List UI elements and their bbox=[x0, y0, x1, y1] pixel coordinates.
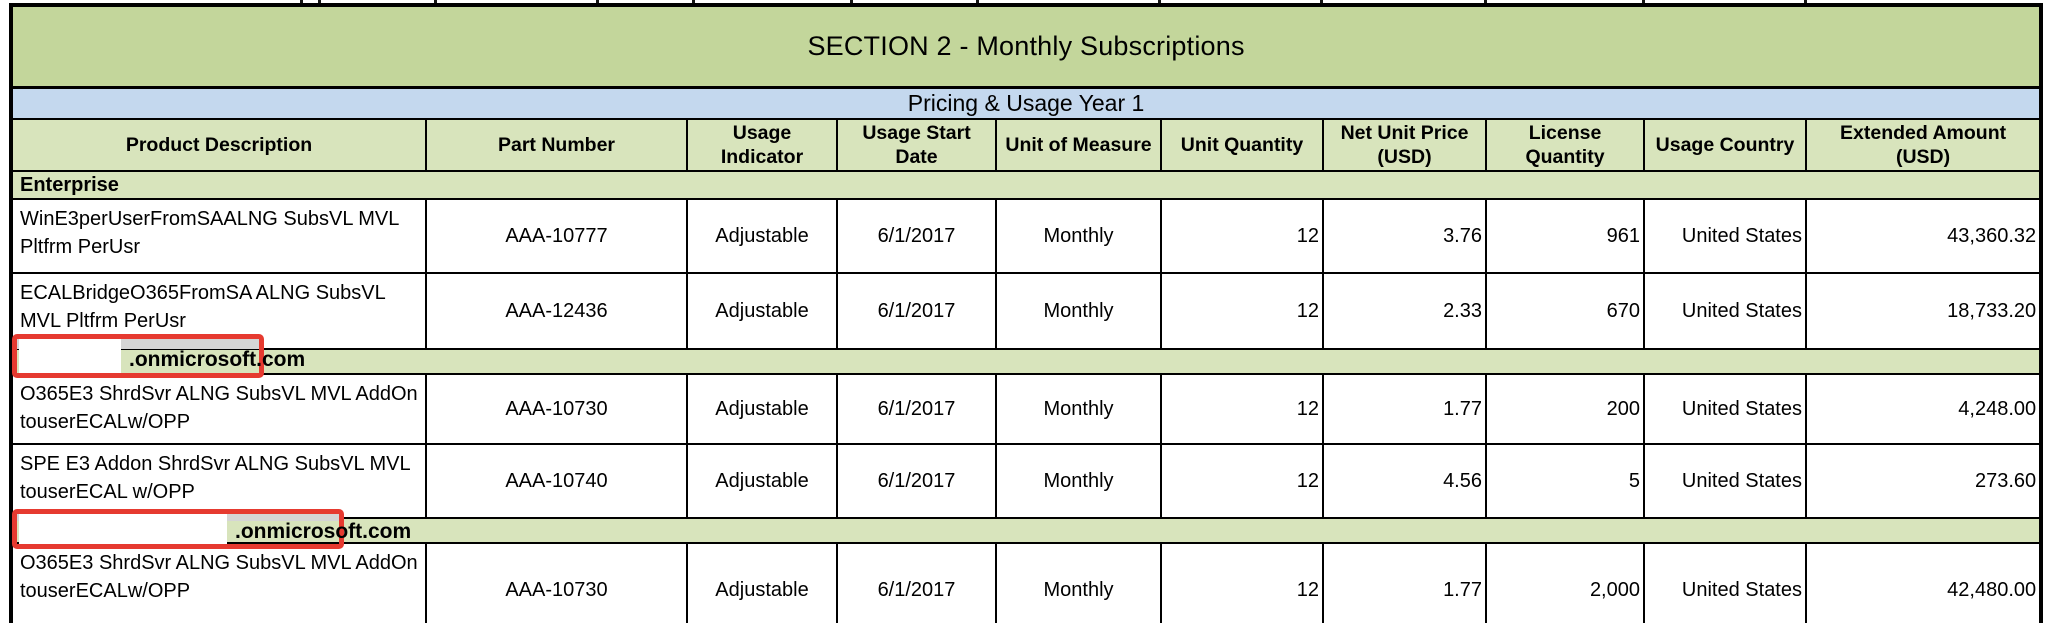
redacted-tenant-name bbox=[19, 514, 227, 544]
column-header-unit-quantity: Unit Quantity bbox=[1160, 118, 1324, 172]
cell-net-unit-price: 3.76 bbox=[1322, 198, 1487, 274]
cell-unit-quantity: 12 bbox=[1160, 542, 1324, 623]
cell-unit-quantity: 12 bbox=[1160, 373, 1324, 445]
cell-usage-indicator: Adjustable bbox=[686, 198, 838, 274]
cell-unit-quantity: 12 bbox=[1160, 272, 1324, 350]
column-header-license-quantity: License Quantity bbox=[1485, 118, 1645, 172]
column-header-row: Product Description Part Number Usage In… bbox=[10, 118, 2043, 172]
redaction-box: .onmicrosoft.com bbox=[12, 334, 305, 378]
pricing-usage-banner: Pricing & Usage Year 1 bbox=[9, 86, 2043, 120]
cell-usage-start-date: 6/1/2017 bbox=[836, 542, 997, 623]
cell-license-quantity: 961 bbox=[1485, 198, 1645, 274]
table-row: WinE3perUserFromSAALNG SubsVL MVL Pltfrm… bbox=[10, 198, 2043, 274]
group-header-enterprise: Enterprise bbox=[9, 170, 2043, 200]
cell-unit-quantity: 12 bbox=[1160, 443, 1324, 519]
tenant-domain-cell bbox=[9, 517, 2043, 544]
cell-license-quantity: 670 bbox=[1485, 272, 1645, 350]
cell-part-number: AAA-10730 bbox=[425, 373, 688, 445]
cell-usage-country: United States bbox=[1643, 373, 1807, 445]
tenant-domain-label: .onmicrosoft.com bbox=[235, 519, 412, 543]
cell-usage-country: United States bbox=[1643, 443, 1807, 519]
cell-extended-amount: 42,480.00 bbox=[1804, 542, 2043, 623]
cell-usage-start-date: 6/1/2017 bbox=[836, 272, 997, 350]
cell-extended-amount: 273.60 bbox=[1804, 443, 2043, 519]
column-header-part-number: Part Number bbox=[425, 118, 688, 172]
cell-part-number: AAA-12436 bbox=[425, 272, 688, 350]
cell-product-description: WinE3perUserFromSAALNG SubsVL MVL Pltfrm… bbox=[10, 198, 427, 274]
cell-license-quantity: 2,000 bbox=[1485, 542, 1645, 623]
cell-unit-of-measure: Monthly bbox=[995, 542, 1162, 623]
group-header-row: Enterprise bbox=[9, 170, 2043, 200]
table-row: O365E3 ShrdSvr ALNG SubsVL MVL AddOn tou… bbox=[10, 542, 2043, 623]
cell-unit-of-measure: Monthly bbox=[995, 198, 1162, 274]
tenant-domain-cell bbox=[9, 348, 2043, 375]
cell-net-unit-price: 1.77 bbox=[1322, 373, 1487, 445]
cell-usage-country: United States bbox=[1643, 272, 1807, 350]
cell-unit-of-measure: Monthly bbox=[995, 373, 1162, 445]
cell-license-quantity: 5 bbox=[1485, 443, 1645, 519]
cell-net-unit-price: 4.56 bbox=[1322, 443, 1487, 519]
cell-net-unit-price: 1.77 bbox=[1322, 542, 1487, 623]
cell-extended-amount: 4,248.00 bbox=[1804, 373, 2043, 445]
cell-unit-of-measure: Monthly bbox=[995, 443, 1162, 519]
column-header-product-description: Product Description bbox=[10, 118, 427, 172]
cell-usage-country: United States bbox=[1643, 542, 1807, 623]
cell-usage-indicator: Adjustable bbox=[686, 542, 838, 623]
table-row: O365E3 ShrdSvr ALNG SubsVL MVL AddOn tou… bbox=[10, 373, 2043, 445]
pricing-usage-banner-row: Pricing & Usage Year 1 bbox=[9, 86, 2043, 120]
cell-usage-start-date: 6/1/2017 bbox=[836, 373, 997, 445]
redacted-tenant-name bbox=[19, 339, 121, 373]
cell-license-quantity: 200 bbox=[1485, 373, 1645, 445]
redaction-box: .onmicrosoft.com bbox=[12, 509, 411, 549]
tenant-domain-row bbox=[9, 517, 2043, 544]
column-header-usage-indicator: Usage Indicator bbox=[686, 118, 838, 172]
cell-usage-country: United States bbox=[1643, 198, 1807, 274]
cell-unit-of-measure: Monthly bbox=[995, 272, 1162, 350]
cell-usage-start-date: 6/1/2017 bbox=[836, 443, 997, 519]
cell-usage-indicator: Adjustable bbox=[686, 373, 838, 445]
cell-usage-start-date: 6/1/2017 bbox=[836, 198, 997, 274]
column-header-usage-country: Usage Country bbox=[1643, 118, 1807, 172]
tenant-domain-label: .onmicrosoft.com bbox=[129, 348, 306, 371]
cell-product-description: O365E3 ShrdSvr ALNG SubsVL MVL AddOn tou… bbox=[10, 542, 427, 623]
cell-unit-quantity: 12 bbox=[1160, 198, 1324, 274]
section-title: SECTION 2 - Monthly Subscriptions bbox=[9, 4, 2043, 89]
cell-usage-indicator: Adjustable bbox=[686, 272, 838, 350]
subscriptions-table: SECTION 2 - Monthly Subscriptions Pricin… bbox=[9, 3, 2044, 623]
section-title-row: SECTION 2 - Monthly Subscriptions bbox=[9, 4, 2043, 89]
column-header-net-unit-price: Net Unit Price (USD) bbox=[1322, 118, 1487, 172]
cell-extended-amount: 43,360.32 bbox=[1804, 198, 2043, 274]
cell-usage-indicator: Adjustable bbox=[686, 443, 838, 519]
redaction-shadow bbox=[17, 339, 259, 349]
table-row: ECALBridgeO365FromSA ALNG SubsVL MVL Plt… bbox=[10, 272, 2043, 350]
column-header-usage-start-date: Usage Start Date bbox=[836, 118, 997, 172]
cell-extended-amount: 18,733.20 bbox=[1804, 272, 2043, 350]
column-header-unit-of-measure: Unit of Measure bbox=[995, 118, 1162, 172]
table-row: SPE E3 Addon ShrdSvr ALNG SubsVL MVL tou… bbox=[10, 443, 2043, 519]
cell-net-unit-price: 2.33 bbox=[1322, 272, 1487, 350]
cell-product-description: SPE E3 Addon ShrdSvr ALNG SubsVL MVL tou… bbox=[10, 443, 427, 519]
cell-part-number: AAA-10740 bbox=[425, 443, 688, 519]
column-header-extended-amount: Extended Amount (USD) bbox=[1804, 118, 2043, 172]
tenant-domain-row bbox=[9, 348, 2043, 375]
cell-part-number: AAA-10777 bbox=[425, 198, 688, 274]
cell-part-number: AAA-10730 bbox=[425, 542, 688, 623]
cell-product-description: O365E3 ShrdSvr ALNG SubsVL MVL AddOn tou… bbox=[10, 373, 427, 445]
